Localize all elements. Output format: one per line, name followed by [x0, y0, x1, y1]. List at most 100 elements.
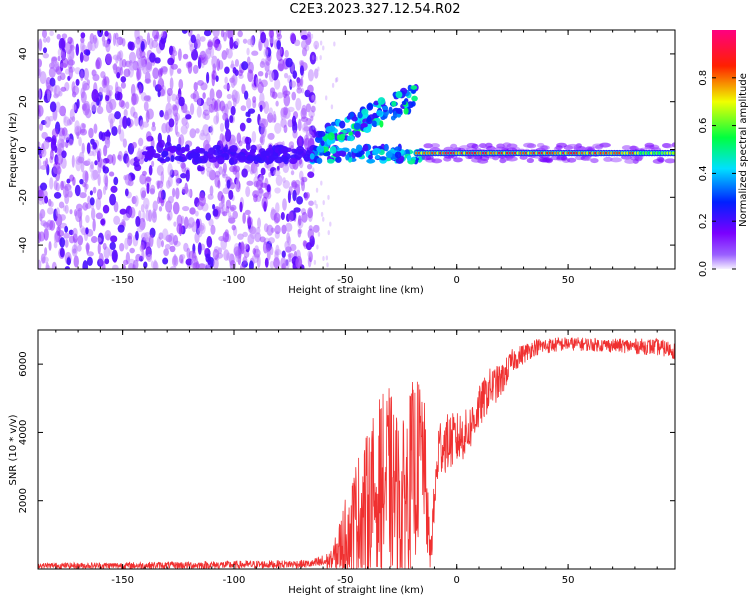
- noise-cell: [138, 57, 146, 71]
- noise-cell: [108, 90, 113, 97]
- echo-cell: [165, 156, 171, 162]
- echo-halo: [430, 143, 440, 149]
- noise-cell: [60, 180, 64, 191]
- noise-cell: [153, 259, 158, 269]
- noise-cell: [136, 150, 143, 160]
- noise-cell: [158, 74, 163, 84]
- noise-cell: [181, 186, 189, 194]
- noise-cell: [119, 57, 124, 71]
- colorbar-tick-label: 0.2: [698, 213, 709, 229]
- noise-cell: [109, 241, 116, 251]
- noise-cell: [140, 232, 148, 241]
- noise-cell: [252, 96, 257, 103]
- noise-cell: [205, 48, 212, 60]
- echo-halo: [620, 154, 632, 160]
- echo-cell: [217, 157, 225, 165]
- noise-cell: [229, 115, 234, 124]
- noise-cell: [77, 156, 85, 164]
- noise-cell: [305, 103, 312, 113]
- noise-cell: [255, 179, 264, 190]
- noise-cell: [194, 210, 199, 217]
- noise-cell: [239, 201, 243, 213]
- noise-cell: [246, 97, 252, 109]
- noise-cell: [126, 155, 130, 168]
- echo-cell: [194, 157, 203, 164]
- noise-cell: [138, 137, 144, 147]
- noise-cell: [249, 168, 255, 175]
- echo-halo: [423, 143, 434, 149]
- noise-cell: [49, 177, 54, 190]
- noise-cell: [315, 187, 319, 193]
- echo-cell: [291, 148, 298, 154]
- noise-cell: [312, 167, 315, 173]
- noise-cell: [212, 30, 220, 38]
- echo-cell: [249, 150, 256, 155]
- noise-cell: [152, 200, 158, 212]
- branch-cell: [360, 122, 368, 128]
- noise-cell: [315, 203, 318, 209]
- noise-cell: [42, 52, 50, 59]
- noise-cell: [225, 199, 232, 209]
- noise-cell: [310, 105, 316, 113]
- noise-cell: [84, 183, 89, 190]
- noise-cell: [274, 224, 281, 235]
- noise-cell: [42, 140, 50, 150]
- noise-cell: [48, 115, 54, 122]
- noise-cell: [252, 247, 257, 255]
- noise-cell: [125, 101, 130, 110]
- noise-cell: [322, 256, 325, 262]
- noise-cell: [237, 30, 243, 38]
- noise-cell: [266, 132, 275, 140]
- noise-cell: [178, 224, 183, 237]
- noise-cell: [270, 246, 274, 256]
- noise-cell: [255, 226, 261, 235]
- noise-cell: [74, 184, 81, 197]
- noise-cell: [128, 62, 137, 71]
- spectrogram-axes: -150 -100 -50 0 50 -40 -20 0 20 40: [18, 30, 675, 286]
- colorbar-tick-label: 0.8: [698, 70, 709, 86]
- noise-cell: [42, 47, 47, 54]
- noise-cell: [246, 117, 252, 124]
- noise-cell: [68, 66, 74, 79]
- noise-cell: [62, 185, 69, 198]
- noise-cell: [69, 174, 75, 182]
- echo-cell: [280, 145, 289, 154]
- noise-cell: [232, 210, 238, 220]
- noise-cell: [38, 259, 42, 269]
- echo-cell: [352, 148, 359, 154]
- noise-cell: [122, 138, 128, 148]
- echo-cell: [296, 145, 305, 153]
- noise-cell: [72, 85, 80, 96]
- spectrogram-panel: -150 -100 -50 0 50 -40 -20 0 20 40 Height of stra…: [8, 29, 676, 296]
- noise-cell: [38, 198, 44, 205]
- noise-cell: [261, 196, 268, 210]
- noise-cell: [260, 31, 267, 44]
- noise-cell: [104, 30, 109, 37]
- noise-cell: [291, 115, 297, 127]
- noise-cell: [117, 150, 123, 162]
- noise-cell: [236, 132, 242, 144]
- echo-cell: [161, 150, 169, 158]
- noise-cell: [310, 33, 314, 39]
- noise-cell: [222, 113, 229, 121]
- noise-cell: [44, 247, 48, 256]
- x-tick-label: -150: [111, 275, 134, 286]
- noise-cell: [292, 129, 298, 139]
- noise-cell: [287, 119, 294, 128]
- noise-cell: [284, 240, 290, 250]
- noise-cell: [298, 158, 303, 165]
- echo-core-inner: [671, 151, 675, 155]
- noise-cell: [297, 215, 302, 226]
- noise-cell: [48, 241, 52, 251]
- noise-cell: [212, 248, 220, 260]
- noise-cell: [249, 228, 257, 240]
- noise-cell: [151, 39, 158, 49]
- noise-cell: [167, 163, 173, 177]
- echo-cell: [257, 157, 262, 163]
- noise-cell: [169, 245, 176, 253]
- y-tick-label: 2000: [18, 488, 29, 513]
- noise-cell: [187, 61, 193, 74]
- noise-cell: [134, 38, 142, 49]
- noise-cell: [51, 128, 59, 138]
